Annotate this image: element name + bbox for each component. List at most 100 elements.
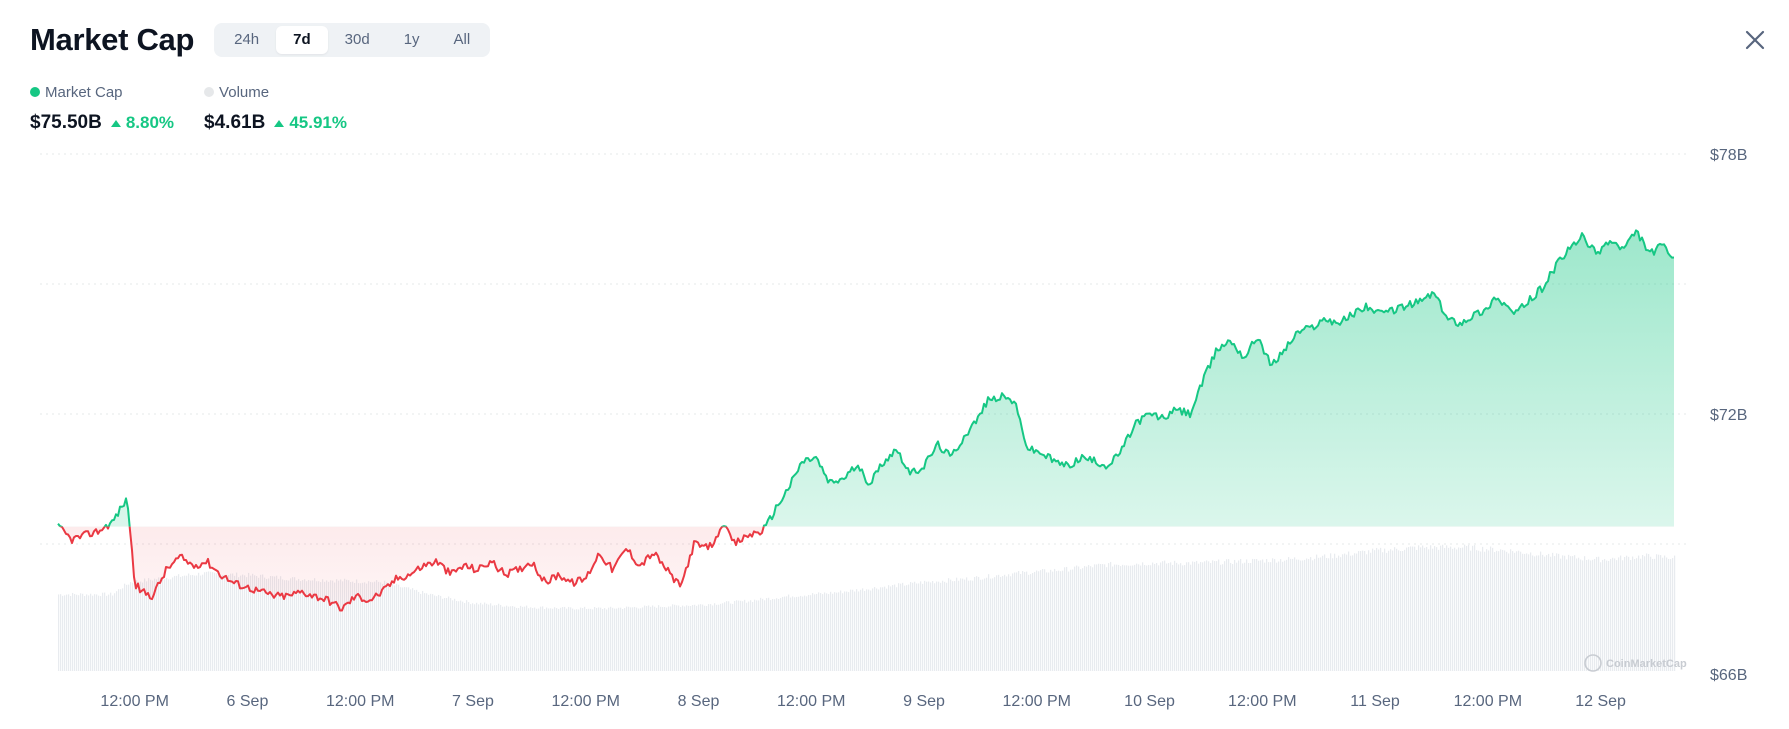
- volume-bar: [898, 583, 900, 671]
- volume-bar: [918, 583, 920, 671]
- volume-bar: [474, 604, 476, 671]
- volume-bar: [544, 609, 546, 671]
- volume-bar: [204, 572, 206, 671]
- volume-bar: [472, 603, 474, 671]
- volume-bar: [296, 580, 298, 671]
- volume-bar: [374, 581, 376, 671]
- volume-bar: [1648, 554, 1650, 671]
- volume-bar: [1342, 554, 1344, 671]
- volume-bar: [222, 575, 224, 671]
- volume-bar: [1530, 552, 1532, 671]
- volume-bar: [1160, 562, 1162, 671]
- volume-bar: [1306, 558, 1308, 671]
- volume-bar: [938, 581, 940, 671]
- volume-bar: [1170, 562, 1172, 671]
- volume-bar: [1066, 566, 1068, 671]
- volume-bar: [888, 585, 890, 671]
- volume-bar: [106, 595, 108, 671]
- volume-bar: [1472, 545, 1474, 671]
- volume-bar: [1414, 546, 1416, 671]
- volume-bar: [272, 576, 274, 671]
- volume-bar: [986, 577, 988, 671]
- volume-bar: [1458, 547, 1460, 671]
- volume-bar: [1618, 557, 1620, 671]
- volume-bar: [1070, 569, 1072, 671]
- tab-1y[interactable]: 1y: [403, 31, 420, 48]
- legend-volume[interactable]: Volume $4.61B 45.91%: [204, 82, 347, 134]
- volume-bar: [398, 584, 400, 671]
- volume-bar: [870, 590, 872, 671]
- volume-bar: [608, 607, 610, 671]
- volume-bar: [978, 576, 980, 671]
- volume-bar: [1392, 550, 1394, 671]
- volume-bar: [816, 593, 818, 671]
- volume-bar: [602, 609, 604, 671]
- volume-bar: [1278, 561, 1280, 671]
- volume-bar: [1186, 562, 1188, 671]
- volume-bar: [442, 598, 444, 671]
- volume-bar: [1354, 553, 1356, 671]
- volume-bar: [1620, 555, 1622, 671]
- volume-bar: [954, 581, 956, 671]
- volume-bar: [778, 599, 780, 671]
- volume-bar: [1378, 549, 1380, 671]
- volume-bar: [1492, 547, 1494, 671]
- volume-bar: [448, 596, 450, 671]
- volume-bar: [1204, 561, 1206, 671]
- volume-bar: [350, 581, 352, 671]
- tab-all[interactable]: All: [453, 31, 471, 48]
- page-title: Market Cap: [30, 22, 195, 57]
- volume-bar: [660, 606, 662, 671]
- legend-market-cap[interactable]: Market Cap $75.50B 8.80%: [30, 82, 174, 134]
- volume-bar: [1536, 555, 1538, 671]
- volume-bar: [1266, 558, 1268, 671]
- volume-bar: [1484, 551, 1486, 671]
- volume-bar: [1004, 574, 1006, 671]
- volume-bar: [412, 588, 414, 671]
- volume-bar: [280, 576, 282, 671]
- volume-bar: [1634, 559, 1636, 671]
- volume-bar: [604, 608, 606, 671]
- volume-bar: [1158, 565, 1160, 671]
- volume-bar: [1352, 555, 1354, 671]
- volume-bar: [1194, 561, 1196, 671]
- volume-bar: [108, 594, 110, 671]
- volume-bar: [1462, 547, 1464, 671]
- volume-bar: [616, 608, 618, 671]
- volume-bar: [94, 594, 96, 671]
- volume-bar: [510, 606, 512, 671]
- volume-bar: [1228, 559, 1230, 671]
- x-tick-label: 9 Sep: [903, 693, 945, 710]
- volume-bar: [1602, 559, 1604, 671]
- volume-bar: [688, 605, 690, 671]
- volume-bar: [1054, 568, 1056, 671]
- coinmarketcap-logo-icon: [1584, 654, 1602, 672]
- volume-bar: [854, 591, 856, 671]
- volume-bar: [1272, 558, 1274, 671]
- volume-bar: [596, 607, 598, 671]
- volume-bar: [80, 593, 82, 671]
- volume-bar: [360, 583, 362, 671]
- volume-bar: [1410, 546, 1412, 671]
- volume-bar: [950, 579, 952, 671]
- volume-bar: [886, 588, 888, 671]
- volume-bar: [62, 595, 64, 671]
- volume-bar: [1622, 560, 1624, 671]
- volume-bar: [384, 580, 386, 671]
- tab-30d[interactable]: 30d: [344, 31, 370, 48]
- volume-bar: [224, 575, 226, 671]
- close-icon[interactable]: [1741, 26, 1769, 54]
- volume-bar: [1534, 556, 1536, 671]
- volume-bar: [1476, 550, 1478, 671]
- chart-legend: Market Cap $75.50B 8.80% Volume $4.61B 4…: [30, 82, 347, 134]
- volume-bar: [1402, 550, 1404, 671]
- volume-bar: [1344, 553, 1346, 671]
- volume-bar: [494, 605, 496, 671]
- volume-bar: [708, 604, 710, 671]
- tab-24h[interactable]: 24h: [234, 31, 260, 48]
- volume-bar: [1124, 565, 1126, 671]
- tab-7d[interactable]: 7d: [276, 26, 328, 54]
- volume-bar: [1578, 557, 1580, 671]
- volume-bar: [84, 596, 86, 671]
